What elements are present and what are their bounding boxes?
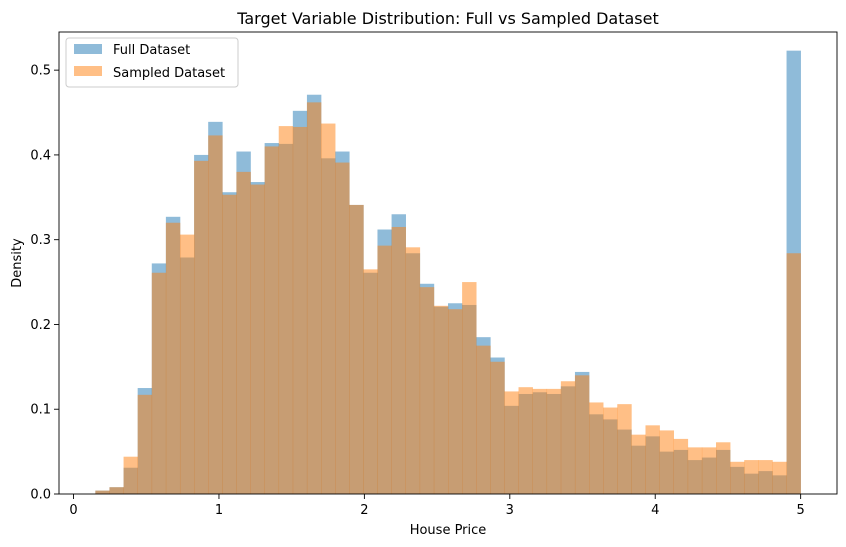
plot-frame [58,31,838,495]
legend-swatch-sampled [74,66,102,76]
sampled-bar [194,160,209,494]
legend-label-sampled: Sampled Dataset [113,66,225,81]
sampled-bar [716,442,731,494]
sampled-bar [292,126,308,495]
x-tick-label: 1 [215,503,223,518]
chart-title: Target Variable Distribution: Full vs Sa… [236,9,659,28]
sampled-bar [179,234,195,494]
y-tick-label: 0.4 [30,148,51,163]
sampled-bar [659,430,674,494]
x-tick-label: 5 [797,503,805,518]
sampled-bar [264,146,280,494]
y-axis-ticks: 0.0 0.1 0.2 0.3 0.4 0.5 [30,64,59,503]
sampled-bar [560,381,576,494]
sampled-bar [772,461,787,494]
sampled-bar [278,126,294,495]
sampled-bar [546,388,562,494]
sampled-bar [236,171,251,494]
y-tick-label: 0.5 [30,64,51,79]
sampled-bar [335,162,350,494]
y-axis-label: Density [10,238,25,288]
sampled-bar [518,387,533,494]
sampled-bar [208,135,223,495]
sampled-bar [321,123,336,494]
legend-swatch-full [74,44,102,54]
legend-label-full: Full Dataset [113,43,190,58]
sampled-bar [349,204,364,494]
sampled-bar [730,461,745,494]
sampled-bar [645,425,660,494]
y-tick-label: 0.0 [30,488,51,503]
x-axis-ticks: 0 1 2 3 4 5 [69,494,805,518]
sampled-bar [165,222,181,494]
sampled-bar [123,456,138,494]
x-tick-label: 0 [69,503,77,518]
sampled-bar [504,391,519,494]
legend-box [65,37,239,88]
sampled-bar [95,490,110,494]
sampled-bar [433,305,449,494]
sampled-bar [631,434,646,494]
sampled-bar [490,361,505,494]
y-tick-label: 0.1 [30,403,51,418]
sampled-bar [701,447,717,494]
sampled-bar [687,447,703,494]
sampled-bar [391,226,406,494]
sampled-bar [137,394,153,494]
sampled-bar [151,272,167,494]
sampled-bar [574,375,590,494]
sampled-bar [617,404,632,494]
sampled-bar [744,460,759,494]
sampled-bar [603,407,618,494]
x-tick-label: 4 [651,503,659,518]
sampled-bar [589,402,604,494]
sampled-bar [222,194,237,494]
x-tick-label: 2 [360,503,368,518]
y-tick-label: 0.3 [30,233,51,248]
x-tick-label: 3 [506,503,514,518]
x-axis-label: House Price [410,523,487,538]
sampled-bar [306,102,322,495]
sampled-bar [419,287,435,494]
y-tick-label: 0.2 [30,318,51,333]
sampled-bar [377,245,392,494]
sampled-bar [250,184,265,494]
legend: Full Dataset Sampled Dataset [65,37,239,88]
sampled-bar [405,247,421,494]
sampled-bar [532,388,548,494]
sampled-bar [462,282,477,494]
sampled-dataset-bars [95,102,801,495]
sampled-bar [109,487,124,494]
sampled-bar [758,460,773,494]
sampled-bar [448,309,463,494]
sampled-bar [476,345,491,494]
sampled-bar [673,438,689,494]
sampled-bar [363,269,378,494]
sampled-bar [786,253,801,494]
